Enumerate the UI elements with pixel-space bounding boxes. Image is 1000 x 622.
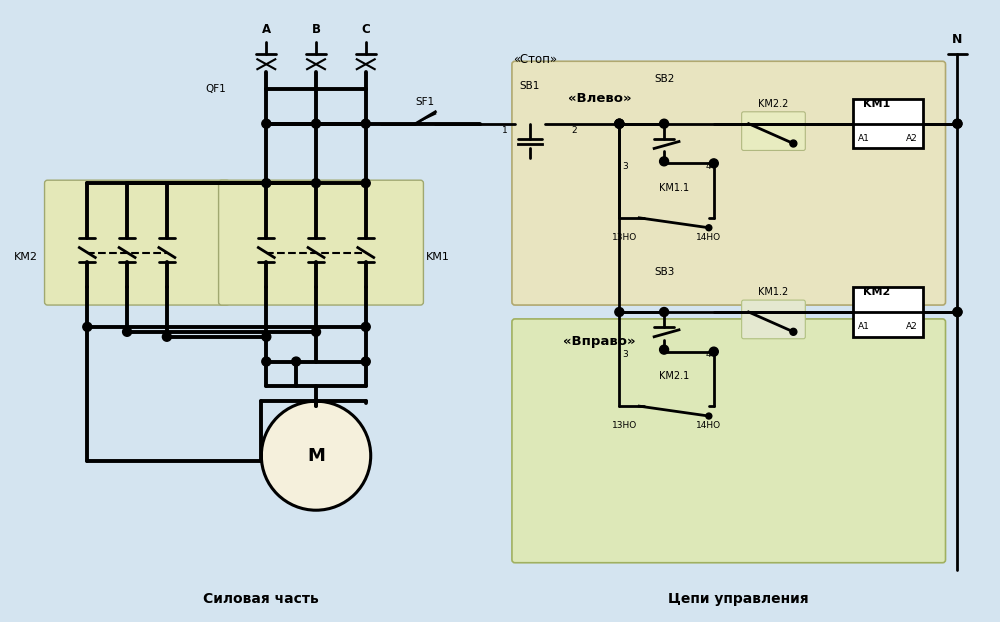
Circle shape	[953, 307, 962, 317]
Circle shape	[312, 179, 321, 188]
Circle shape	[709, 347, 718, 356]
Text: 4: 4	[705, 350, 711, 359]
Text: C: C	[361, 23, 370, 36]
FancyBboxPatch shape	[742, 300, 805, 339]
FancyBboxPatch shape	[219, 180, 423, 305]
Circle shape	[262, 119, 271, 128]
Text: SF1: SF1	[416, 97, 435, 107]
Circle shape	[660, 345, 669, 354]
Text: 3: 3	[622, 162, 628, 171]
Text: KM1: KM1	[863, 99, 890, 109]
Circle shape	[953, 119, 962, 128]
Text: KM2: KM2	[14, 253, 38, 262]
Circle shape	[262, 357, 271, 366]
Circle shape	[123, 327, 132, 337]
Circle shape	[292, 357, 301, 366]
Text: Силовая часть: Силовая часть	[203, 592, 319, 606]
Circle shape	[615, 307, 624, 317]
Circle shape	[953, 307, 962, 317]
Circle shape	[660, 157, 669, 166]
Text: A2: A2	[906, 134, 918, 143]
FancyBboxPatch shape	[45, 180, 230, 305]
Text: 1: 1	[502, 126, 508, 135]
Circle shape	[660, 119, 669, 128]
Circle shape	[262, 179, 271, 188]
Text: 14НО: 14НО	[696, 422, 721, 430]
FancyBboxPatch shape	[742, 112, 805, 151]
Text: KM2.2: KM2.2	[758, 99, 789, 109]
Text: A1: A1	[858, 134, 870, 143]
Circle shape	[361, 357, 370, 366]
Circle shape	[615, 119, 624, 128]
Circle shape	[706, 225, 712, 231]
Text: A2: A2	[906, 322, 918, 332]
Text: 14НО: 14НО	[696, 233, 721, 242]
FancyBboxPatch shape	[512, 319, 946, 563]
Text: «Влево»: «Влево»	[568, 93, 631, 105]
Circle shape	[83, 322, 92, 332]
Circle shape	[615, 119, 624, 128]
Circle shape	[660, 307, 669, 317]
Text: KM2: KM2	[863, 287, 890, 297]
Circle shape	[709, 159, 718, 168]
Text: M: M	[307, 447, 325, 465]
Circle shape	[361, 119, 370, 128]
Circle shape	[790, 140, 797, 147]
Text: N: N	[952, 33, 963, 46]
Circle shape	[262, 332, 271, 341]
Text: SB1: SB1	[520, 81, 540, 91]
Text: 3: 3	[622, 350, 628, 359]
Text: SB2: SB2	[654, 74, 674, 84]
Circle shape	[706, 413, 712, 419]
FancyBboxPatch shape	[512, 61, 946, 305]
Text: 13НО: 13НО	[612, 422, 637, 430]
Circle shape	[312, 327, 321, 337]
Circle shape	[312, 119, 321, 128]
Text: 2: 2	[572, 126, 577, 135]
Text: KM2.1: KM2.1	[659, 371, 689, 381]
Text: SB3: SB3	[654, 267, 674, 277]
Circle shape	[790, 328, 797, 335]
Circle shape	[953, 119, 962, 128]
Text: 4: 4	[705, 162, 711, 171]
Circle shape	[361, 179, 370, 188]
Text: A1: A1	[858, 322, 870, 332]
Text: «Вправо»: «Вправо»	[563, 335, 636, 348]
Circle shape	[615, 119, 624, 128]
Text: KM1.1: KM1.1	[659, 183, 689, 193]
Bar	[853, 287, 923, 337]
Text: «Cтоп»: «Cтоп»	[513, 53, 557, 66]
Text: A: A	[262, 23, 271, 36]
Circle shape	[361, 322, 370, 332]
Text: 13НО: 13НО	[612, 233, 637, 242]
Text: KM1: KM1	[425, 253, 449, 262]
Text: Цепи управления: Цепи управления	[668, 592, 809, 606]
Text: QF1: QF1	[206, 84, 227, 94]
Bar	[853, 99, 923, 149]
Text: B: B	[312, 23, 321, 36]
Text: KM1.2: KM1.2	[758, 287, 789, 297]
Circle shape	[261, 401, 371, 510]
Circle shape	[162, 332, 171, 341]
